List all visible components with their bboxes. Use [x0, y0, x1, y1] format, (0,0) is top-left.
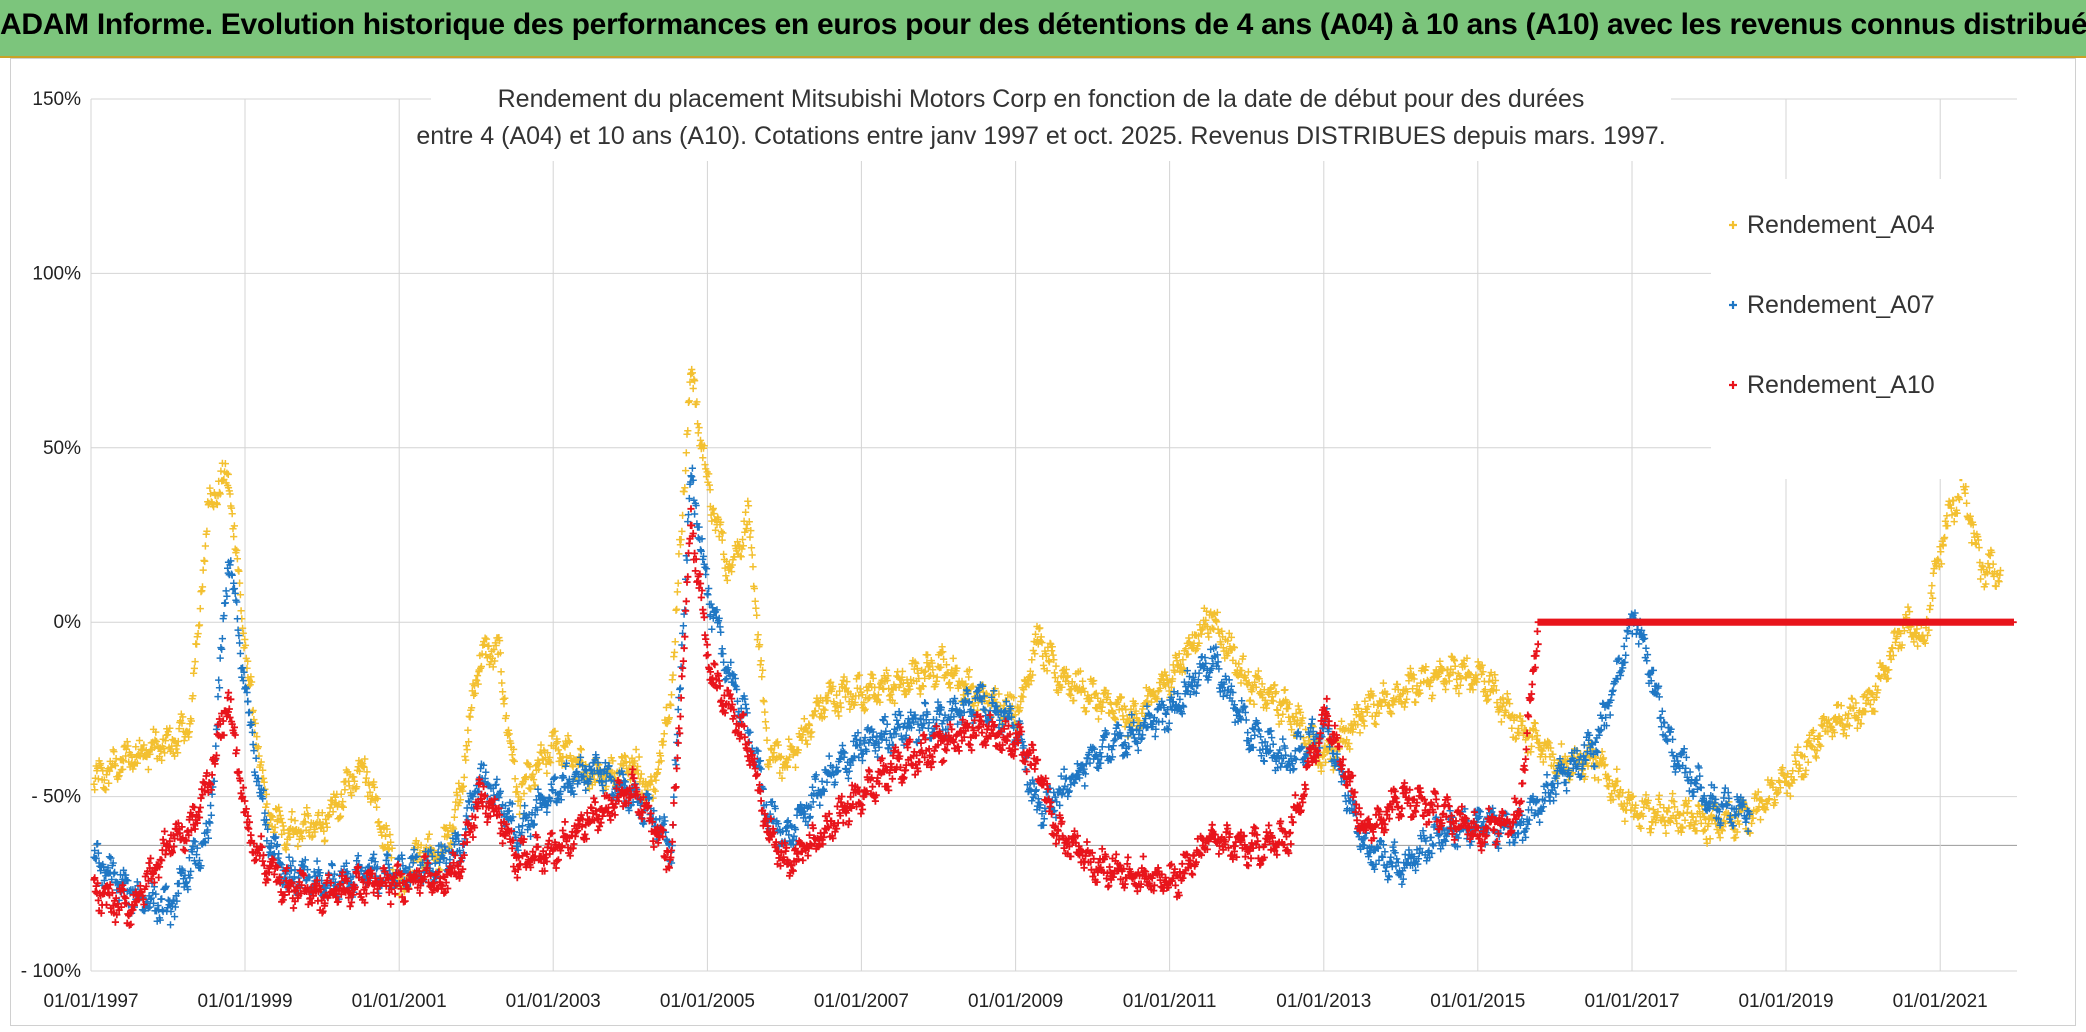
chart-title-background	[431, 79, 1671, 161]
x-tick-label: 01/01/2011	[1123, 991, 1217, 1012]
report-banner: ADAM Informe. Evolution historique des p…	[0, 0, 2086, 58]
series-markers-Rendement_A10	[90, 505, 2017, 929]
x-tick-label: 01/01/2007	[814, 991, 909, 1012]
y-tick-label: 0%	[54, 612, 82, 633]
y-axis-ticks: - 100% - 50% 0% 50% 100% 150%	[21, 89, 81, 982]
series-points	[90, 365, 2017, 929]
legend-label: Rendement_A10	[1747, 371, 1935, 399]
x-tick-label: 01/01/1997	[43, 991, 138, 1012]
series-markers-Rendement_A07	[90, 464, 1754, 929]
x-tick-label: 01/01/2003	[506, 991, 601, 1012]
legend-marker	[1729, 381, 1737, 389]
legend: Rendement_A04 Rendement_A07 Rendement_A10	[1711, 179, 2041, 479]
y-tick-label: 100%	[32, 263, 81, 284]
chart-frame: - 100% - 50% 0% 50% 100% 150% 01/01/1997 01/01…	[10, 58, 2076, 1026]
x-tick-label: 01/01/2021	[1893, 991, 1988, 1012]
legend-label: Rendement_A07	[1747, 291, 1935, 319]
x-axis-ticks: 01/01/1997 01/01/1999 01/01/2001 01/01/2003…	[43, 991, 1987, 1012]
legend-label: Rendement_A04	[1747, 211, 1935, 239]
y-tick-label: 150%	[32, 89, 81, 110]
x-tick-label: 01/01/2017	[1584, 991, 1679, 1012]
y-tick-label: - 100%	[21, 961, 81, 982]
y-tick-label: 50%	[43, 438, 81, 459]
x-tick-label: 01/01/2005	[660, 991, 755, 1012]
x-tick-label: 01/01/2009	[968, 991, 1063, 1012]
x-tick-label: 01/01/2015	[1430, 991, 1525, 1012]
series-Rendement_A07	[90, 464, 1754, 929]
chart-title-line-2: entre 4 (A04) et 10 ans (A10). Cotations…	[416, 122, 1665, 150]
scatter-chart: - 100%- 50%0%50%100%150% 01/01/1997 01/01…	[21, 79, 2041, 1012]
grid	[90, 98, 2017, 972]
x-tick-label: 01/01/2019	[1738, 991, 1833, 1012]
legend-background	[1711, 179, 2041, 479]
y-tick-label: - 50%	[31, 787, 81, 808]
x-tick-label: 01/01/1999	[197, 991, 292, 1012]
series-Rendement_A10	[90, 505, 2017, 929]
chart-title-group: Rendement du placement Mitsubishi Motors…	[416, 79, 1671, 161]
legend-marker	[1729, 301, 1737, 309]
legend-marker	[1729, 221, 1737, 229]
chart-title-line-1: Rendement du placement Mitsubishi Motors…	[498, 85, 1585, 113]
x-tick-label: 01/01/2013	[1276, 991, 1371, 1012]
report-title: ADAM Informe. Evolution historique des p…	[0, 8, 2086, 41]
x-tick-label: 01/01/2001	[352, 991, 447, 1012]
